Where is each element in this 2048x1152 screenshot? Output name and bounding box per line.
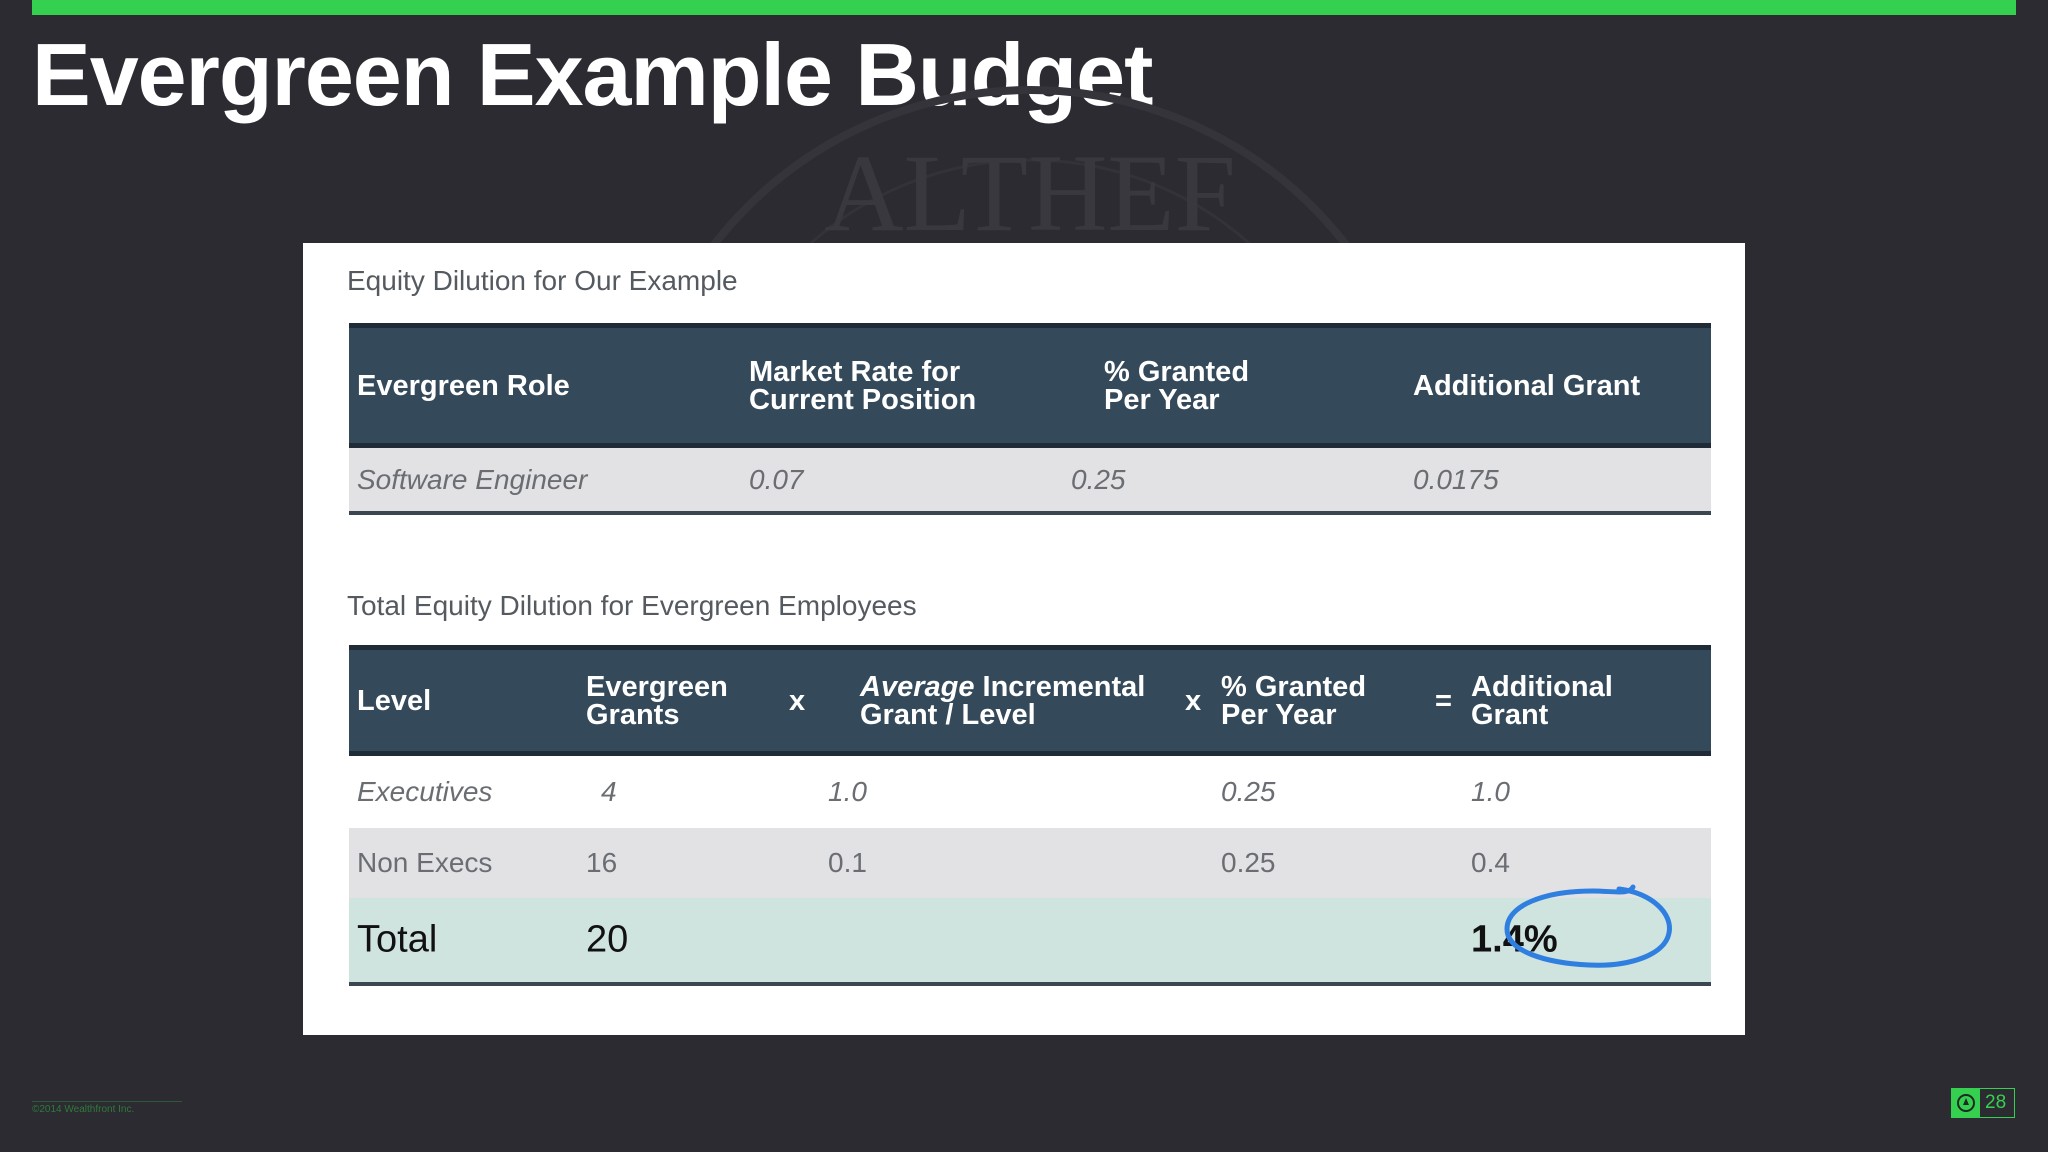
cell-additional-grant: 0.0175 <box>1413 463 1499 495</box>
total-additional: 1.4% <box>1471 918 1558 961</box>
cell-avg: 1.0 <box>828 776 867 807</box>
svg-text:ALTHEF: ALTHEF <box>824 132 1236 254</box>
cell-grants: 16 <box>586 847 618 878</box>
total-dilution-table: Level Evergreen Grants x Average Increme… <box>349 645 1711 986</box>
table1-caption: Equity Dilution for Our Example <box>347 265 738 296</box>
table2-header: Level Evergreen Grants x Average Increme… <box>349 645 1711 756</box>
cell-additional: 0.4 <box>1471 847 1510 878</box>
header-additional-grant: Additional Grant <box>1471 671 1613 731</box>
header-multiply-1: x <box>789 685 806 717</box>
header-additional-grant: Additional Grant <box>1413 370 1641 402</box>
cell-market-rate: 0.07 <box>749 463 804 495</box>
header-evergreen-role: Evergreen Role <box>357 370 570 402</box>
header-pct-granted: % Granted Per Year <box>1104 356 1250 416</box>
cell-pct-granted: 0.25 <box>1071 463 1126 495</box>
header-evergreen-grants: Evergreen Grants <box>586 671 728 731</box>
header-market-rate: Market Rate for Current Position <box>749 356 977 416</box>
footer-copyright: ©2014 Wealthfront Inc. <box>32 1104 135 1115</box>
wealthfront-logo-icon <box>1952 1089 1980 1117</box>
handdrawn-circle-highlight <box>1504 884 1672 968</box>
table2-caption: Total Equity Dilution for Evergreen Empl… <box>347 590 917 621</box>
header-level: Level <box>357 685 432 717</box>
cell-level: Non Execs <box>357 847 493 878</box>
content-card: Equity Dilution for Our Example Evergree… <box>303 243 1745 1035</box>
page-number-badge: 28 <box>1951 1088 2015 1118</box>
cell-avg: 0.1 <box>828 847 867 878</box>
total-row: Total 20 1.4% <box>349 884 1711 986</box>
table-row: Executives 4 1.0 0.25 1.0 <box>349 756 1711 828</box>
table-row: Software Engineer 0.07 0.25 0.0175 <box>349 448 1711 515</box>
top-accent-bar <box>32 0 2016 15</box>
header-avg-italic: Average <box>860 671 975 703</box>
total-label: Total <box>357 918 438 961</box>
footer-divider <box>32 1101 182 1102</box>
cell-role: Software Engineer <box>357 463 588 495</box>
total-grants: 20 <box>586 918 629 961</box>
cell-level: Executives <box>357 776 493 807</box>
header-avg-incremental: Average Incremental Grant / Level <box>860 671 1170 731</box>
table-row: Non Execs 16 0.1 0.25 0.4 <box>349 828 1711 898</box>
slide-title: Evergreen Example Budget <box>32 25 1153 124</box>
header-pct-granted: % Granted Per Year <box>1221 671 1367 731</box>
header-multiply-2: x <box>1185 685 1202 717</box>
cell-pct: 0.25 <box>1221 847 1276 878</box>
cell-additional: 1.0 <box>1471 776 1510 807</box>
equity-dilution-table: Evergreen Role Market Rate for Current P… <box>349 323 1711 515</box>
cell-pct: 0.25 <box>1221 776 1276 807</box>
table1-header: Evergreen Role Market Rate for Current P… <box>349 323 1711 448</box>
cell-grants: 4 <box>601 776 617 807</box>
header-avg-rest: Incremental Grant / Level <box>860 671 1146 731</box>
page-number: 28 <box>1985 1092 2007 1113</box>
header-equals: = <box>1435 685 1452 717</box>
